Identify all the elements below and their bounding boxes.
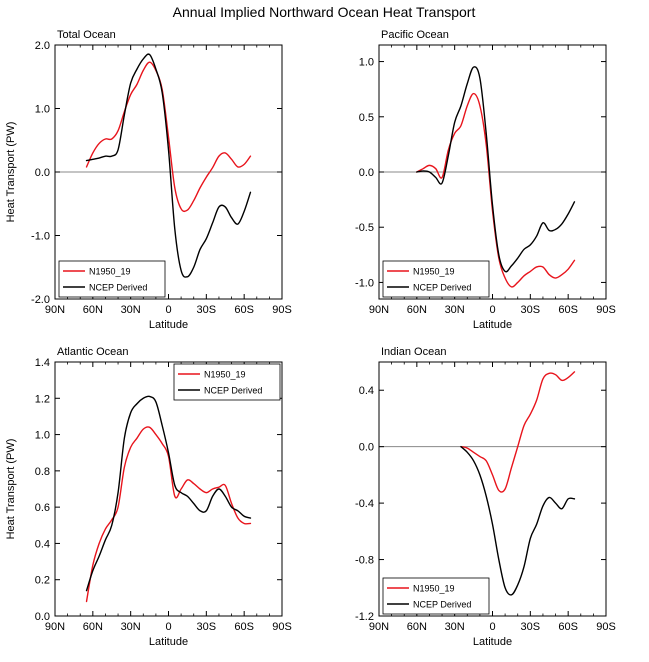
y-tick-label: 0.8 (35, 466, 50, 478)
x-tick-label: 30N (121, 304, 141, 316)
x-tick-label: 30N (121, 621, 141, 633)
y-tick-label: -1.0 (31, 231, 50, 243)
x-tick-label: 30N (445, 621, 465, 633)
indian-x-axis-label: Latitude (473, 636, 512, 648)
x-tick-label: 0 (165, 621, 171, 633)
total-x-axis-label: Latitude (149, 319, 188, 331)
legend-label: NCEP Derived (413, 283, 471, 293)
x-tick-label: 60S (558, 304, 578, 316)
ncep-derived-series-line (460, 445, 576, 596)
total-panel-title: Total Ocean (57, 29, 116, 41)
model-series-line (416, 92, 576, 288)
x-tick-label: 60N (83, 304, 103, 316)
y-tick-label: 0.4 (359, 385, 374, 397)
x-tick-label: 90S (272, 621, 292, 633)
legend-label: NCEP Derived (204, 386, 262, 396)
indian-legend: N1950_19 NCEP Derived (382, 577, 490, 615)
atlantic-plot-frame (54, 361, 283, 617)
x-tick-label: 90N (369, 304, 389, 316)
x-tick-label: 60S (558, 621, 578, 633)
pacific-x-axis-label: Latitude (473, 319, 512, 331)
y-tick-label: 0.2 (35, 575, 50, 587)
y-tick-label: 0.0 (35, 167, 50, 179)
x-tick-label: 90N (45, 621, 65, 633)
x-tick-label: 60S (234, 304, 254, 316)
legend-label: NCEP Derived (413, 600, 471, 610)
x-tick-label: 60N (407, 304, 427, 316)
y-tick-label: 0.0 (359, 167, 374, 179)
ncep-derived-series-line (85, 395, 252, 592)
total-series-group (85, 53, 252, 278)
atlantic-ocean-panel: Atlantic Ocean 90N 60N 30N 0 30S 60S 90S 0.0 0.2 0… (5, 346, 292, 648)
atlantic-y-axis-label: Heat Transport (PW) (5, 439, 17, 540)
x-tick-label: 30S (197, 621, 217, 633)
y-tick-label: 0.5 (359, 112, 374, 124)
x-tick-label: 30S (521, 304, 541, 316)
x-tick-label: 30S (197, 304, 217, 316)
x-tick-label: 60S (234, 621, 254, 633)
y-tick-label: 1.4 (35, 357, 50, 369)
y-tick-label: 0.0 (359, 442, 374, 454)
x-tick-label: 30N (445, 304, 465, 316)
legend-box (173, 363, 281, 401)
legend-box (382, 260, 490, 298)
x-tick-label: 0 (489, 621, 495, 633)
legend-label: N1950_19 (413, 267, 455, 277)
total-plot-frame (54, 44, 283, 300)
x-tick-label: 90S (272, 304, 292, 316)
model-series-line (460, 371, 576, 493)
pacific-series-group (416, 66, 576, 288)
total-ocean-panel: Total Ocean 90N 60N 30N 0 30S 60S 90S -2.0 -1.0 0.… (5, 29, 292, 331)
legend-label: N1950_19 (204, 370, 246, 380)
indian-plot-frame (378, 361, 607, 617)
x-tick-label: 30S (521, 621, 541, 633)
y-tick-label: 0.6 (35, 502, 50, 514)
y-tick-label: -0.5 (355, 222, 374, 234)
x-tick-label: 0 (489, 304, 495, 316)
atlantic-series-group (85, 395, 252, 603)
total-legend: N1950_19 NCEP Derived (58, 260, 166, 298)
figure-title: Annual Implied Northward Ocean Heat Tran… (173, 4, 476, 20)
y-tick-label: 1.0 (35, 430, 50, 442)
y-tick-label: 0.0 (35, 611, 50, 623)
pacific-legend: N1950_19 NCEP Derived (382, 260, 490, 298)
y-tick-label: -1.0 (355, 277, 374, 289)
legend-box (58, 260, 166, 298)
x-tick-label: 60N (407, 621, 427, 633)
atlantic-x-axis-label: Latitude (149, 636, 188, 648)
x-tick-label: 90S (596, 621, 616, 633)
legend-box (382, 577, 490, 615)
x-tick-label: 60N (83, 621, 103, 633)
ncep-derived-series-line (416, 66, 576, 273)
x-tick-label: 90S (596, 304, 616, 316)
y-tick-label: -0.8 (355, 555, 374, 567)
total-y-axis-label: Heat Transport (PW) (5, 122, 17, 223)
y-tick-label: 2.0 (35, 40, 50, 52)
y-tick-label: 0.4 (35, 538, 50, 550)
y-tick-label: -1.2 (355, 611, 374, 623)
indian-panel-title: Indian Ocean (381, 346, 446, 358)
pacific-ocean-panel: Pacific Ocean 90N 60N 30N 0 30S 60S 90S -1.0 -0.5… (355, 29, 616, 331)
x-tick-label: 0 (165, 304, 171, 316)
legend-label: N1950_19 (413, 584, 455, 594)
atlantic-legend: N1950_19 NCEP Derived (173, 363, 281, 401)
x-tick-label: 90N (369, 621, 389, 633)
y-tick-label: 1.0 (35, 104, 50, 116)
y-tick-label: -2.0 (31, 294, 50, 306)
indian-series-group (460, 371, 576, 596)
y-tick-label: 1.0 (359, 57, 374, 69)
indian-ocean-panel: Indian Ocean 90N 60N 30N 0 30S 60S 90S -1.2 -0.8 -… (355, 346, 616, 648)
atlantic-panel-title: Atlantic Ocean (57, 346, 129, 358)
x-tick-label: 90N (45, 304, 65, 316)
ncep-derived-series-line (85, 53, 252, 278)
model-series-line (85, 61, 252, 213)
y-tick-label: 1.2 (35, 393, 50, 405)
legend-label: N1950_19 (89, 267, 131, 277)
legend-label: NCEP Derived (89, 283, 147, 293)
pacific-panel-title: Pacific Ocean (381, 29, 449, 41)
pacific-plot-frame (378, 44, 607, 300)
y-tick-label: -0.4 (355, 498, 374, 510)
